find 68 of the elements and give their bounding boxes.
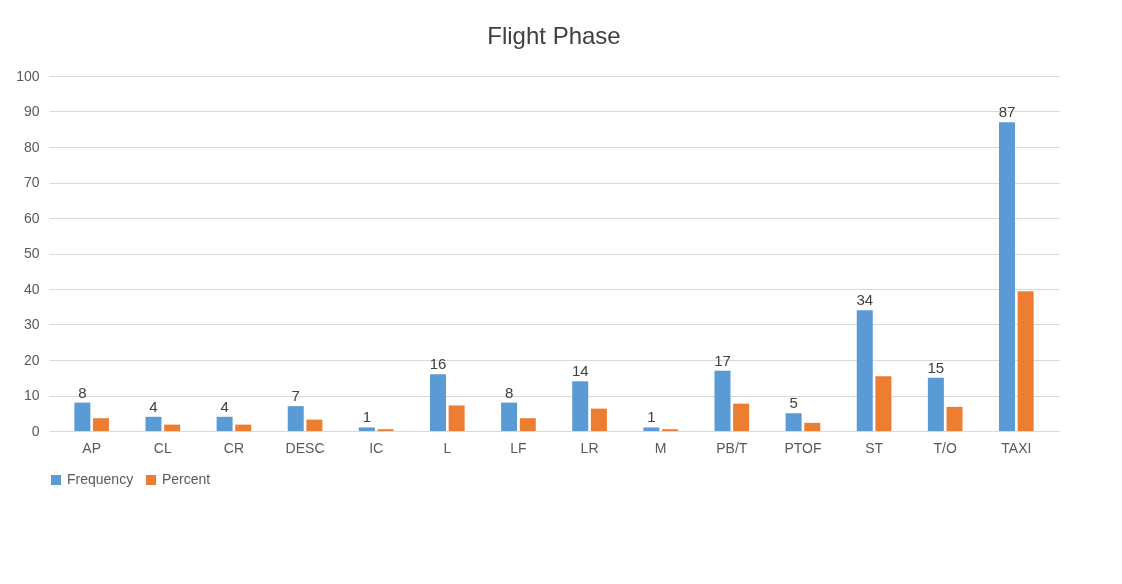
x-tick-label: DESC	[285, 439, 325, 456]
data-label: 4	[220, 397, 229, 415]
x-tick-label: CR	[223, 439, 245, 456]
bar	[1017, 291, 1034, 431]
bar	[643, 427, 660, 431]
y-tick-label: 30	[23, 316, 40, 332]
y-tick-label: 0	[31, 422, 40, 439]
y-tick-label: 90	[23, 103, 40, 119]
data-label: 14	[571, 362, 589, 380]
y-tick-label: 50	[23, 245, 40, 261]
bar	[804, 422, 821, 431]
bar	[287, 406, 304, 431]
x-tick-label: T/O	[933, 439, 957, 456]
data-label: 34	[856, 291, 874, 309]
y-tick-label: 40	[23, 280, 40, 297]
y-tick-label: 70	[23, 174, 40, 190]
bar	[501, 402, 518, 431]
x-tick-label: TAXI	[1001, 439, 1032, 456]
data-label: 1	[362, 408, 372, 426]
y-tick-label: 20	[23, 351, 40, 368]
data-label: 7	[291, 387, 300, 405]
data-label: 4	[149, 397, 158, 415]
bar	[590, 408, 607, 431]
bar	[358, 427, 375, 431]
bar	[74, 402, 91, 431]
bar	[785, 413, 802, 431]
x-tick-label: PTOF	[784, 439, 822, 456]
y-tick-label: 60	[23, 209, 40, 226]
x-tick-label: L	[443, 439, 452, 456]
bar	[164, 424, 181, 431]
bar	[875, 376, 892, 431]
bar	[927, 377, 944, 431]
bar	[448, 405, 465, 431]
bar	[216, 416, 233, 431]
bar	[733, 403, 750, 431]
bar	[145, 416, 162, 431]
y-tick-label: 80	[23, 138, 40, 155]
data-label: 1	[647, 408, 656, 426]
x-tick-label: LF	[510, 439, 527, 456]
x-tick-label: ST	[865, 439, 884, 456]
legend-label: Percent	[162, 471, 211, 487]
bar	[946, 406, 963, 431]
data-label: 8	[78, 383, 87, 401]
data-label: 15	[927, 358, 945, 376]
bar	[999, 122, 1015, 431]
data-label: 16	[429, 355, 447, 373]
bar	[235, 424, 252, 431]
bar	[856, 310, 873, 431]
x-tick-label: CL	[153, 439, 172, 456]
y-tick-label: 100	[16, 67, 40, 84]
x-tick-label: AP	[82, 439, 102, 456]
bar	[714, 370, 731, 431]
x-tick-label: IC	[369, 439, 384, 456]
y-tick-label: 10	[23, 387, 40, 403]
bar	[519, 418, 536, 431]
bar	[429, 374, 446, 431]
bar	[93, 418, 109, 431]
data-label: 17	[714, 351, 731, 369]
x-tick-label: PB/T	[716, 439, 748, 456]
chart-title: Flight Phase	[487, 22, 621, 49]
bar	[306, 419, 323, 431]
data-label: 5	[789, 394, 798, 412]
x-tick-label: M	[654, 439, 667, 456]
data-label: 87	[998, 103, 1016, 121]
legend-label: Frequency	[67, 471, 134, 487]
x-tick-label: LR	[580, 439, 599, 456]
bar	[572, 381, 589, 431]
data-label: 8	[504, 383, 514, 401]
